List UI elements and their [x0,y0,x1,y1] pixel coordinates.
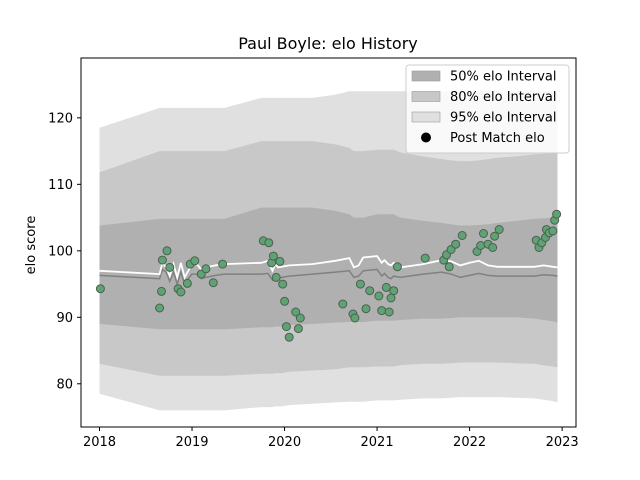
post-match-elo-point [386,293,396,303]
legend-label: Post Match elo [450,131,545,146]
post-match-elo-point [361,304,371,314]
post-match-elo-point [165,262,175,272]
legend-box [405,64,570,154]
x-tick-label: 2022 [453,435,486,450]
post-match-elo-point [268,251,278,261]
post-match-elo-point [384,307,394,317]
axes: 2018 2019 2020 2021 2022 2023 80 90 100 110 120 [48,57,579,450]
y-tick-label: 100 [48,244,73,259]
y-tick-label: 110 [48,178,73,193]
plot-area [95,91,562,411]
post-match-elo-point [381,282,391,292]
post-match-elo-point [176,287,186,297]
x-tick-label: 2018 [83,435,116,450]
post-match-elo-point [451,239,461,249]
post-match-elo-point [281,322,291,332]
legend: 50% elo Interval 80% elo Interval 95% elo … [405,64,570,154]
y-tick-label: 80 [56,377,73,392]
post-match-elo-point [95,284,105,294]
post-match-elo-point [157,286,166,296]
post-match-elo-point [420,253,430,263]
post-match-elo-point [338,299,348,309]
post-match-elo-point [548,226,558,236]
legend-label: 50% elo Interval [450,70,557,85]
post-match-elo-point [350,313,360,323]
post-match-elo-point [374,291,384,301]
post-match-elo-point [490,231,500,241]
legend-label: 95% elo Interval [450,111,557,126]
post-match-elo-point [278,279,288,289]
x-tick-label: 2020 [268,435,301,450]
post-match-elo-point [377,306,387,316]
post-match-elo-point [291,307,301,317]
post-match-elo-point [392,262,402,272]
y-tick-label: 90 [56,311,73,326]
post-match-elo-point [201,264,211,274]
interval-50-band [99,207,558,330]
post-match-elo-point [365,286,375,296]
post-match-elo-point [355,279,365,289]
legend-marker-icon [421,132,431,143]
post-match-elo-point [155,303,165,313]
post-match-elo-point [190,256,200,266]
chart-title: Paul Boyle: elo History [238,34,418,53]
post-match-elo-point [552,209,562,219]
post-match-elo-point [476,241,486,250]
x-tick-label: 2023 [546,435,579,450]
post-match-elo-point [479,229,488,238]
post-match-elo-point [275,256,285,266]
post-match-elo-point [271,272,281,282]
post-match-elo-point [293,324,303,334]
median-elo-line [99,255,558,281]
post-match-elo-point [264,238,274,248]
legend-swatch [411,111,441,123]
x-tick-label: 2021 [361,435,394,450]
post-match-elo-point [284,332,294,342]
post-match-elo-point [444,262,454,272]
axes-frame [80,57,577,428]
y-axis-label: elo score [24,216,39,275]
x-tick-label: 2019 [175,435,208,450]
post-match-elo-point [389,286,399,296]
post-match-elo-point [295,313,305,323]
post-match-elo-point [488,243,498,252]
post-match-elo-point [162,246,172,256]
legend-swatch [411,91,441,102]
post-match-elo-point [457,231,467,240]
post-match-elo-point [280,296,290,306]
legend-label: 80% elo Interval [450,90,557,105]
legend-swatch [411,70,441,82]
post-match-elo-point [157,255,167,265]
post-match-elo-point [208,278,218,288]
post-match-elo-point [218,259,228,269]
post-match-elo-point [494,225,504,234]
post-match-elo-point [182,278,192,288]
y-tick-label: 120 [48,111,73,126]
